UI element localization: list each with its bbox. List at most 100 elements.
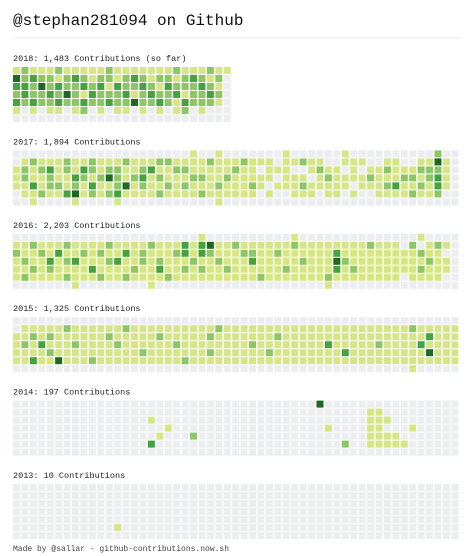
day-cell bbox=[21, 365, 29, 373]
day-cell bbox=[55, 241, 63, 249]
day-cell bbox=[105, 516, 113, 523]
day-cell bbox=[400, 190, 408, 198]
day-cell bbox=[63, 182, 71, 190]
day-cell bbox=[80, 190, 88, 198]
day-cell bbox=[451, 273, 459, 281]
day-cell bbox=[324, 532, 332, 539]
day-cell bbox=[358, 532, 366, 539]
day-cell bbox=[442, 265, 450, 273]
day-cell bbox=[147, 67, 155, 74]
day-cell bbox=[434, 440, 442, 448]
day-cell bbox=[181, 325, 189, 333]
day-cell bbox=[392, 524, 400, 531]
day-cell bbox=[358, 241, 366, 249]
day-cell bbox=[282, 166, 290, 174]
day-cell bbox=[392, 273, 400, 281]
day-cell bbox=[46, 440, 54, 448]
day-cell bbox=[131, 158, 139, 166]
day-cell bbox=[409, 341, 417, 349]
day-cell bbox=[232, 516, 240, 523]
day-cell bbox=[156, 249, 164, 257]
day-cell bbox=[434, 182, 442, 190]
day-cell bbox=[358, 365, 366, 373]
day-cell bbox=[367, 400, 375, 408]
day-cell bbox=[375, 190, 383, 198]
day-cell bbox=[299, 416, 307, 424]
day-cell bbox=[190, 440, 198, 448]
day-cell bbox=[257, 273, 265, 281]
day-cell bbox=[291, 182, 299, 190]
day-cell bbox=[38, 365, 46, 373]
day-cell bbox=[249, 257, 257, 265]
day-cell bbox=[139, 341, 147, 349]
day-cell bbox=[97, 166, 105, 174]
day-cell bbox=[291, 440, 299, 448]
day-cell bbox=[358, 341, 366, 349]
day-cell bbox=[88, 115, 96, 122]
day-cell bbox=[147, 190, 155, 198]
day-cell bbox=[308, 484, 316, 491]
day-cell bbox=[265, 317, 273, 325]
day-cell bbox=[383, 516, 391, 523]
day-cell bbox=[38, 492, 46, 499]
day-cell bbox=[198, 166, 206, 174]
day-cell bbox=[147, 484, 155, 491]
day-cell bbox=[274, 500, 282, 507]
day-cell bbox=[367, 532, 375, 539]
day-cell bbox=[181, 190, 189, 198]
day-cell bbox=[223, 365, 231, 373]
day-cell bbox=[97, 448, 105, 456]
day-cell bbox=[88, 365, 96, 373]
day-cell bbox=[350, 273, 358, 281]
day-cell bbox=[105, 75, 113, 82]
day-cell bbox=[442, 484, 450, 491]
day-cell bbox=[88, 484, 96, 491]
day-cell bbox=[291, 241, 299, 249]
day-cell bbox=[72, 67, 80, 74]
day-cell bbox=[400, 424, 408, 432]
day-cell bbox=[223, 357, 231, 365]
day-cell bbox=[223, 265, 231, 273]
day-cell bbox=[190, 115, 198, 122]
day-cell bbox=[367, 333, 375, 341]
day-cell bbox=[13, 508, 20, 515]
day-cell bbox=[97, 158, 105, 166]
day-cell bbox=[341, 349, 349, 357]
day-cell bbox=[21, 416, 29, 424]
day-cell bbox=[308, 174, 316, 182]
day-cell bbox=[72, 107, 80, 114]
day-cell bbox=[38, 516, 46, 523]
day-cell bbox=[156, 516, 164, 523]
day-cell bbox=[198, 91, 206, 98]
day-cell bbox=[232, 492, 240, 499]
day-cell bbox=[257, 265, 265, 273]
day-cell bbox=[206, 67, 214, 74]
day-cell bbox=[358, 500, 366, 507]
day-cell bbox=[249, 349, 257, 357]
day-cell bbox=[122, 281, 130, 289]
day-cell bbox=[223, 432, 231, 440]
day-cell bbox=[299, 325, 307, 333]
day-cell bbox=[72, 400, 80, 408]
day-cell bbox=[72, 83, 80, 90]
footer: Made by @sallar - github-contributions.n… bbox=[13, 545, 229, 554]
day-cell bbox=[434, 500, 442, 507]
day-cell bbox=[13, 492, 20, 499]
day-cell bbox=[80, 174, 88, 182]
day-cell bbox=[206, 166, 214, 174]
day-cell bbox=[249, 341, 257, 349]
day-cell bbox=[122, 158, 130, 166]
day-cell bbox=[417, 158, 425, 166]
day-cell bbox=[164, 325, 172, 333]
day-cell bbox=[299, 317, 307, 325]
day-cell bbox=[215, 448, 223, 456]
day-cell bbox=[55, 257, 63, 265]
day-cell bbox=[206, 249, 214, 257]
day-cell bbox=[215, 317, 223, 325]
day-cell bbox=[291, 357, 299, 365]
day-cell bbox=[308, 448, 316, 456]
day-cell bbox=[131, 317, 139, 325]
day-cell bbox=[215, 265, 223, 273]
day-cell bbox=[240, 158, 248, 166]
day-cell bbox=[341, 484, 349, 491]
